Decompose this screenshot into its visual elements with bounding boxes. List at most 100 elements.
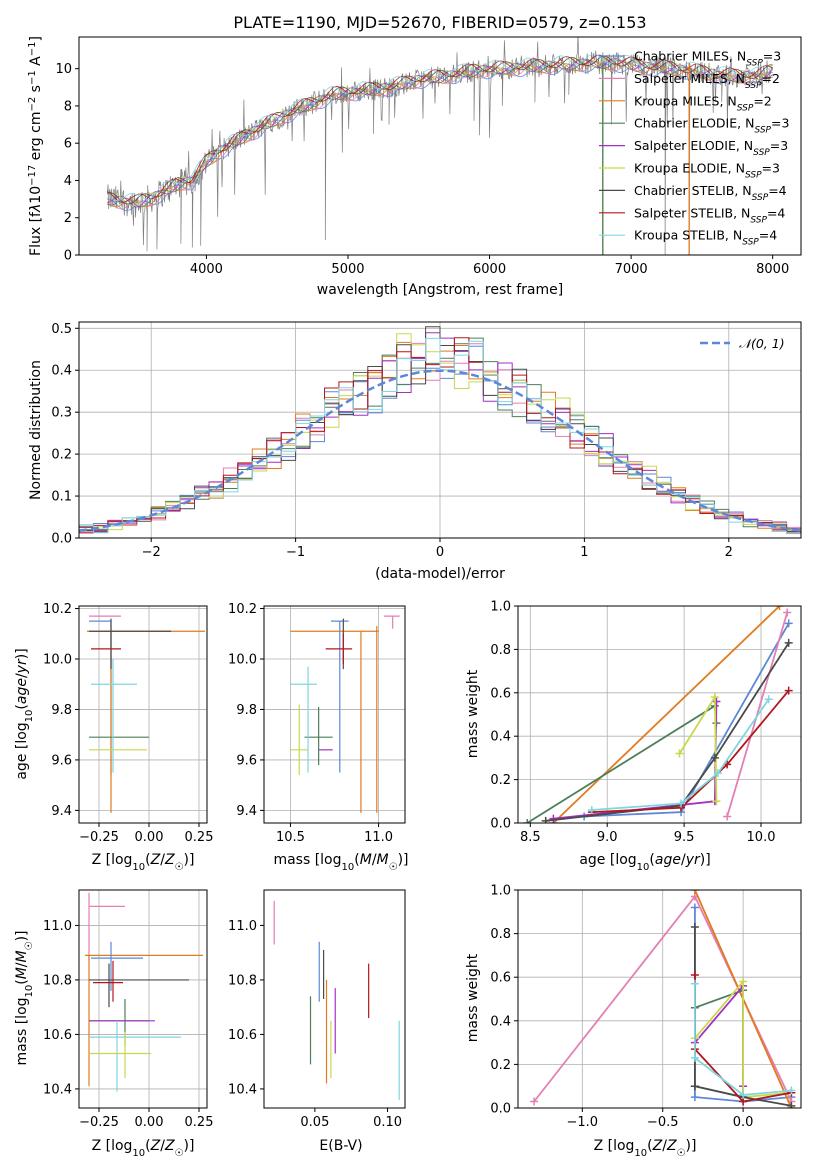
weight-marker-chabrier_stelib <box>690 1082 699 1091</box>
model-spectrum-kroupa_elodie <box>107 56 773 207</box>
axes-frame <box>517 889 802 1109</box>
residuals-ylabel: Normed distribution <box>28 360 44 500</box>
mass-vs-Z-ylabel: mass [log10(M/M☉)] <box>14 930 35 1065</box>
y-tick-label: 10.6 <box>228 1028 257 1043</box>
y-tick-label: 2 <box>64 211 72 226</box>
normal-curve <box>79 369 801 532</box>
y-tick-label: 10.4 <box>228 1082 257 1097</box>
spectrum-title: PLATE=1190, MJD=52670, FIBERID=0579, z=0… <box>233 13 646 32</box>
y-tick-label: 9.4 <box>51 804 72 819</box>
weight-marker-kroupa_elodie <box>739 977 748 986</box>
plot-area <box>85 892 203 1092</box>
residuals-panel: −2 −1 0 1 2 0.0 0.1 0.2 0.3 0.4 0.5 𝒩(0, 1) <box>51 321 802 560</box>
weight-marker-salpeter_elodie <box>712 697 721 706</box>
weight-marker-salpeter_miles <box>723 812 732 821</box>
weight-marker-salpeter_elodie <box>549 814 558 823</box>
weight-marker-chabrier_miles <box>784 619 793 628</box>
weight-marker-kroupa_stelib <box>690 1053 699 1062</box>
weight-marker-kroupa_stelib <box>587 805 596 814</box>
y-tick-label: 0 <box>64 249 72 264</box>
weight-marker-chabrier_stelib <box>787 1101 796 1108</box>
weight-marker-kroupa_stelib <box>677 799 686 808</box>
axes-frame <box>517 605 802 824</box>
weight-vs-age-xlabel: age [log10(age/yr)] <box>579 852 710 873</box>
axes-frame <box>263 605 406 824</box>
x-tick-label: −1 <box>286 545 305 560</box>
weight-marker-kroupa_stelib <box>690 979 699 988</box>
x-tick-label: 0.10 <box>373 1115 402 1130</box>
model-spectrum-salpeter_stelib <box>107 54 773 203</box>
y-tick-label: 0.4 <box>51 364 72 379</box>
x-tick-label: −0.5 <box>647 1115 679 1130</box>
weight-marker-kroupa_stelib <box>713 769 722 778</box>
x-tick-label: −2 <box>142 545 161 560</box>
age-vs-mass-panel: 10.5 11.0 9.4 9.6 9.8 10.0 10.2 <box>228 602 406 845</box>
weight-marker-salpeter_stelib <box>690 971 699 980</box>
x-tick-label: 0.00 <box>135 1115 164 1130</box>
plot-area <box>106 37 774 255</box>
y-tick-label: 9.4 <box>236 804 257 819</box>
y-tick-label: 9.6 <box>236 753 257 768</box>
y-tick-label: 4 <box>64 174 72 189</box>
weight-vs-age-ylabel: mass weight <box>465 669 481 758</box>
x-tick-label: 10.0 <box>747 830 776 845</box>
y-tick-label: 0.6 <box>490 686 511 701</box>
mass-vs-metallicity-panel: −0.25 0.00 0.25 10.4 10.6 10.8 11.0 <box>43 889 214 1130</box>
weight-marker-kroupa_stelib <box>764 695 773 704</box>
y-tick-label: 10.2 <box>43 602 72 617</box>
y-tick-label: 10.0 <box>228 652 257 667</box>
residuals-legend: 𝒩(0, 1) <box>700 336 785 351</box>
x-tick-label: 8.5 <box>520 830 541 845</box>
model-spectrum-kroupa_stelib <box>106 53 773 201</box>
weight-line-chabrier_elodie <box>526 704 718 823</box>
weight-marker-chabrier_stelib <box>710 753 719 762</box>
plot-area <box>273 900 400 1100</box>
y-tick-label: 0.8 <box>490 643 511 658</box>
legend-label-kroupa_elodie: Kroupa ELODIE, NSSP=3 <box>634 161 780 181</box>
weight-vs-age-panel: 8.5 9.0 9.5 10.0 0.0 0.2 0.4 0.6 0.8 1.0 <box>490 600 802 845</box>
histogram-chabrier_stelib <box>79 326 801 533</box>
x-tick-label: 8000 <box>756 262 789 277</box>
weight-marker-salpeter_miles <box>783 608 792 617</box>
legend-label-salpeter_elodie: Salpeter ELODIE, NSSP=3 <box>634 138 788 158</box>
x-tick-label: 0.00 <box>135 830 164 845</box>
y-tick-label: 0.0 <box>51 532 72 547</box>
y-tick-label: 0.4 <box>490 1014 511 1029</box>
legend-label-normal: 𝒩(0, 1) <box>739 336 785 351</box>
age-vs-Z-ylabel: age [log10(age/yr)] <box>14 648 35 779</box>
weight-line-kroupa_elodie <box>678 694 718 802</box>
weight-marker-kroupa_elodie <box>712 797 721 806</box>
observed-spectrum <box>106 37 774 255</box>
weight-line-kroupa_elodie <box>694 979 792 1099</box>
y-tick-label: 0.1 <box>51 490 72 505</box>
x-tick-label: 0.25 <box>185 1115 214 1130</box>
weight-marker-kroupa_miles <box>690 890 699 894</box>
plot-area <box>530 890 796 1108</box>
y-tick-label: 11.0 <box>228 919 257 934</box>
age-vs-metallicity-panel: −0.25 0.00 0.25 9.4 9.6 9.8 10.0 10.2 <box>43 602 213 845</box>
x-tick-label: 6000 <box>473 262 506 277</box>
weight-line-chabrier_elodie <box>694 989 744 1099</box>
weight-line-kroupa_stelib <box>694 983 792 1096</box>
weight-vs-Z-xlabel: Z [log10(Z/Z☉)] <box>594 1138 697 1159</box>
age-vs-Z-xlabel: Z [log10(Z/Z☉)] <box>92 852 195 873</box>
y-tick-label: 0.2 <box>51 448 72 463</box>
axes-frame <box>78 605 208 824</box>
residuals-xlabel: (data-model)/error <box>375 566 505 582</box>
legend-label-salpeter_miles: Salpeter MILES, NSSP=2 <box>634 71 780 91</box>
weight-marker-kroupa_stelib <box>787 1086 796 1095</box>
x-tick-label: −0.25 <box>79 1115 119 1130</box>
x-tick-label: 0.0 <box>733 1115 754 1130</box>
spectrum-xlabel: wavelength [Angstrom, rest frame] <box>317 282 563 298</box>
y-tick-label: 0.0 <box>490 1102 511 1117</box>
weight-marker-salpeter_stelib <box>784 686 793 695</box>
x-tick-label: 0 <box>436 545 444 560</box>
x-tick-label: −0.25 <box>79 830 119 845</box>
y-tick-label: 10.0 <box>43 652 72 667</box>
y-tick-label: 0.2 <box>490 1058 511 1073</box>
weight-vs-Z-ylabel: mass weight <box>465 953 481 1042</box>
mass-vs-Z-xlabel: Z [log10(Z/Z☉)] <box>92 1138 195 1159</box>
axes-frame <box>78 36 802 256</box>
weight-marker-kroupa_miles <box>775 606 784 610</box>
mass-vs-ebv-xlabel: E(B-V) <box>319 1138 362 1154</box>
